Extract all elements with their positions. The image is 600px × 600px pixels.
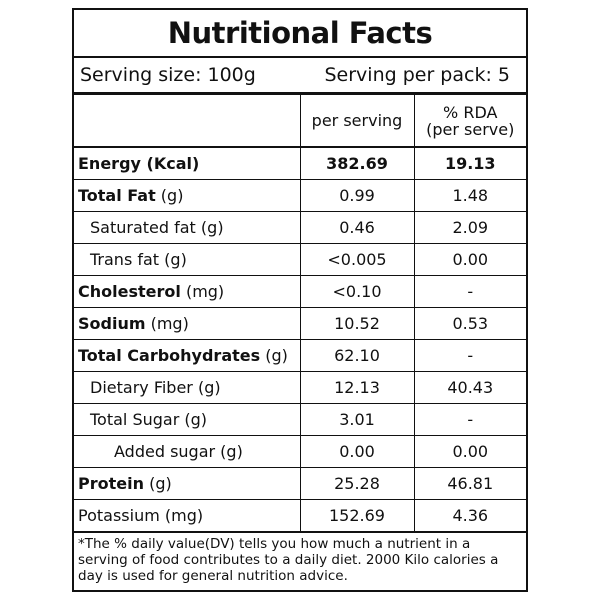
- table-row: Sodium (mg) 10.52 0.53: [74, 307, 526, 340]
- nutrient-name: Saturated fat (g): [74, 211, 301, 244]
- nutrient-unit: (mg): [145, 314, 189, 333]
- footnote: *The % daily value(DV) tells you how muc…: [78, 536, 499, 584]
- table-row: Added sugar (g) 0.00 0.00: [74, 435, 526, 468]
- per-serving-value: 152.69: [299, 499, 415, 533]
- serving-info: Serving size: 100g Serving per pack: 5: [74, 58, 526, 94]
- rda-value: 40.43: [413, 371, 526, 404]
- nutrient-name: Added sugar (g): [74, 435, 301, 468]
- nutrient-unit: (g): [155, 186, 184, 205]
- per-serving-value: 0.46: [299, 211, 415, 244]
- table-row: Saturated fat (g) 0.46 2.09: [74, 211, 526, 244]
- nutrient-name: Total Fat (g): [74, 179, 301, 212]
- nutrient-name: Protein (g): [74, 467, 301, 500]
- rda-value: 0.00: [413, 435, 526, 468]
- per-serving-value: 382.69: [299, 146, 415, 180]
- nutrient-name: Total Carbohydrates (g): [74, 339, 301, 372]
- nutrient-name: Potassium (mg): [74, 499, 301, 533]
- per-serving-value: <0.10: [299, 275, 415, 308]
- per-serving-value: <0.005: [299, 243, 415, 276]
- table-row: Protein (g) 25.28 46.81: [74, 467, 526, 500]
- rda-value: 1.48: [413, 179, 526, 212]
- per-serving-value: 0.00: [299, 435, 415, 468]
- per-serving-value: 10.52: [299, 307, 415, 340]
- per-serving-value: 12.13: [299, 371, 415, 404]
- nutrient-name: Dietary Fiber (g): [74, 371, 301, 404]
- rda-value: 4.36: [413, 499, 526, 533]
- table-row: Energy (Kcal) 382.69 19.13: [74, 146, 526, 180]
- per-serving-value: 3.01: [299, 403, 415, 436]
- nutrition-table: per serving % RDA (per serve) Energy (Kc…: [74, 94, 526, 533]
- table-row: Total Carbohydrates (g) 62.10 -: [74, 339, 526, 372]
- header-rda-line2: (per serve): [426, 119, 515, 139]
- table-row: Dietary Fiber (g) 12.13 40.43: [74, 371, 526, 404]
- rda-value: 2.09: [413, 211, 526, 244]
- nutrient-name: Trans fat (g): [74, 243, 301, 276]
- nutrient-unit: (mg): [180, 282, 225, 301]
- table-header-row: per serving % RDA (per serve): [74, 94, 526, 148]
- serving-size: Serving size: 100g: [80, 64, 256, 86]
- nutrient-unit: (g): [143, 474, 172, 493]
- header-nutrient: [74, 94, 301, 148]
- rda-value: 0.53: [413, 307, 526, 340]
- serving-per-pack: Serving per pack: 5: [324, 64, 510, 86]
- rda-value: 46.81: [413, 467, 526, 500]
- rda-value: 19.13: [413, 146, 526, 180]
- label-title: Nutritional Facts: [74, 10, 526, 58]
- rda-value: -: [413, 403, 526, 436]
- nutrient-label: Total Fat: [78, 186, 156, 205]
- nutrient-name: Total Sugar (g): [74, 403, 301, 436]
- table-row: Potassium (mg) 152.69 4.36: [74, 499, 526, 533]
- header-per-serving: per serving: [299, 94, 415, 148]
- per-serving-value: 0.99: [299, 179, 415, 212]
- table-row: Total Sugar (g) 3.01 -: [74, 403, 526, 436]
- nutrient-label: Protein: [78, 474, 144, 493]
- per-serving-value: 25.28: [299, 467, 415, 500]
- rda-value: -: [413, 339, 526, 372]
- nutrition-facts-label: Nutritional Facts Serving size: 100g Ser…: [72, 8, 528, 592]
- nutrient-name: Cholesterol (mg): [74, 275, 301, 308]
- per-serving-value: 62.10: [299, 339, 415, 372]
- rda-value: 0.00: [413, 243, 526, 276]
- nutrient-name: Sodium (mg): [74, 307, 301, 340]
- table-row: Total Fat (g) 0.99 1.48: [74, 179, 526, 212]
- nutrient-unit: (g): [260, 346, 288, 365]
- nutrient-label: Total Carbohydrates: [78, 346, 261, 365]
- nutrient-name: Energy (Kcal): [74, 146, 301, 180]
- nutrient-label: Sodium: [78, 314, 146, 333]
- nutrient-label: Cholesterol: [78, 282, 181, 301]
- header-rda-line1: % RDA: [443, 102, 498, 122]
- table-row: Trans fat (g) <0.005 0.00: [74, 243, 526, 276]
- rda-value: -: [413, 275, 526, 308]
- header-rda: % RDA (per serve): [413, 94, 526, 148]
- table-row: Cholesterol (mg) <0.10 -: [74, 275, 526, 308]
